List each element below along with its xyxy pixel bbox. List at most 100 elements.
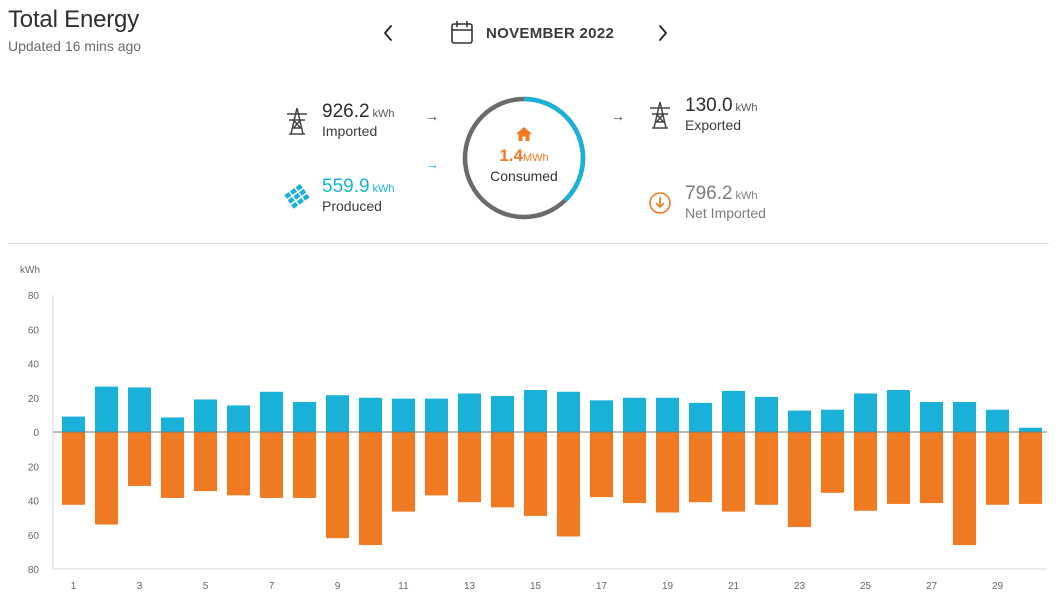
net-imported-stat: 796.2 kWh Net Imported — [647, 184, 766, 222]
x-tick-label: 15 — [530, 581, 542, 592]
y-tick-label: 80 — [28, 565, 40, 576]
produced-bar — [523, 390, 548, 432]
x-tick-label: 29 — [992, 581, 1004, 592]
consumed-bar — [655, 432, 680, 513]
x-tick-label: 13 — [464, 581, 476, 592]
x-tick-label: 1 — [71, 581, 77, 592]
produced-flow-arrow: → — [425, 156, 439, 172]
produced-bar — [886, 390, 911, 432]
x-tick-label: 11 — [398, 581, 409, 592]
produced-bar — [193, 399, 218, 432]
consumed-bar — [523, 432, 548, 516]
y-tick-label: 20 — [28, 462, 40, 473]
x-tick-label: 25 — [860, 581, 872, 592]
page-title: Total Energy — [8, 6, 140, 33]
next-period-button[interactable] — [651, 20, 675, 46]
x-tick-label: 17 — [596, 581, 608, 592]
x-tick-label: 21 — [728, 581, 740, 592]
produced-bar — [61, 416, 86, 432]
consumed-bar — [325, 432, 350, 539]
consumed-bar — [193, 432, 218, 492]
produced-bar — [787, 410, 812, 432]
period-selector[interactable]: NOVEMBER 2022 — [450, 18, 614, 48]
consumed-bar — [754, 432, 779, 505]
x-tick-label: 23 — [794, 581, 806, 592]
produced-bar — [160, 417, 185, 432]
imported-label: Imported — [322, 123, 378, 139]
produced-label: Produced — [322, 198, 382, 214]
exported-stat: 130.0 kWh Exported — [647, 96, 758, 134]
exported-value: 130.0 — [685, 95, 733, 116]
produced-bar — [94, 386, 119, 432]
exported-flow-arrow: → — [611, 108, 625, 124]
last-updated-text: Updated 16 mins ago — [8, 38, 142, 54]
exported-label: Exported — [685, 117, 742, 133]
y-axis-label: kWh — [20, 265, 40, 276]
solar-panel-icon — [284, 181, 310, 211]
produced-bar — [1018, 427, 1043, 432]
imported-flow-arrow: → — [425, 108, 439, 124]
produced-bar — [754, 396, 779, 432]
produced-bar — [721, 390, 746, 432]
produced-bar — [424, 398, 449, 432]
consumed-unit: MWh — [522, 152, 549, 164]
produced-bar — [688, 402, 713, 432]
y-tick-label: 0 — [33, 428, 39, 439]
produced-bar — [589, 400, 614, 432]
x-tick-label: 27 — [926, 581, 938, 592]
consumed-bar — [820, 432, 845, 493]
consumed-bar — [160, 432, 185, 498]
net-imported-value: 796.2 — [685, 183, 733, 204]
y-tick-label: 40 — [28, 497, 40, 508]
consumed-ring-produced-arc — [462, 96, 586, 220]
period-label: NOVEMBER 2022 — [486, 24, 615, 42]
chevron-left-icon — [384, 25, 392, 41]
previous-period-button[interactable] — [376, 20, 400, 46]
y-tick-label: 60 — [28, 325, 40, 336]
y-tick-label: 60 — [28, 531, 40, 542]
produced-bar — [391, 398, 416, 432]
produced-bar — [853, 393, 878, 432]
consumed-bar — [358, 432, 383, 546]
home-icon — [516, 127, 532, 141]
consumed-bar — [424, 432, 449, 496]
consumed-bar — [490, 432, 515, 508]
consumed-bar — [622, 432, 647, 504]
x-tick-label: 9 — [335, 581, 341, 592]
arrow-down-circle-icon — [647, 188, 673, 218]
chevron-right-icon — [659, 25, 667, 41]
consumed-bar — [391, 432, 416, 512]
consumed-bar — [985, 432, 1010, 505]
consumed-bar — [952, 432, 977, 546]
consumed-bar — [556, 432, 581, 537]
produced-bar — [985, 409, 1010, 432]
consumed-bar — [688, 432, 713, 503]
consumed-bar — [292, 432, 317, 498]
x-tick-label: 19 — [662, 581, 674, 592]
consumed-bar — [457, 432, 482, 503]
y-tick-label: 20 — [28, 394, 40, 405]
y-tick-label: 80 — [28, 291, 40, 302]
consumed-bar — [94, 432, 119, 525]
consumed-bar — [259, 432, 284, 498]
produced-bar — [457, 393, 482, 432]
x-tick-label: 5 — [203, 581, 209, 592]
consumed-bar — [886, 432, 911, 504]
consumed-bar — [589, 432, 614, 498]
net-imported-unit: kWh — [735, 190, 758, 202]
x-tick-label: 7 — [269, 581, 275, 592]
transmission-tower-icon — [647, 100, 673, 130]
produced-bar — [556, 391, 581, 432]
consumed-bar — [61, 432, 86, 505]
produced-bar — [127, 387, 152, 432]
consumed-ring — [462, 96, 586, 220]
produced-bar — [622, 397, 647, 432]
produced-bar — [226, 405, 251, 432]
consumed-bar — [919, 432, 944, 504]
produced-bar — [325, 395, 350, 432]
net-imported-label: Net Imported — [685, 205, 766, 221]
produced-bar — [655, 397, 680, 432]
produced-unit: kWh — [372, 183, 395, 195]
produced-value: 559.9 — [322, 176, 370, 197]
